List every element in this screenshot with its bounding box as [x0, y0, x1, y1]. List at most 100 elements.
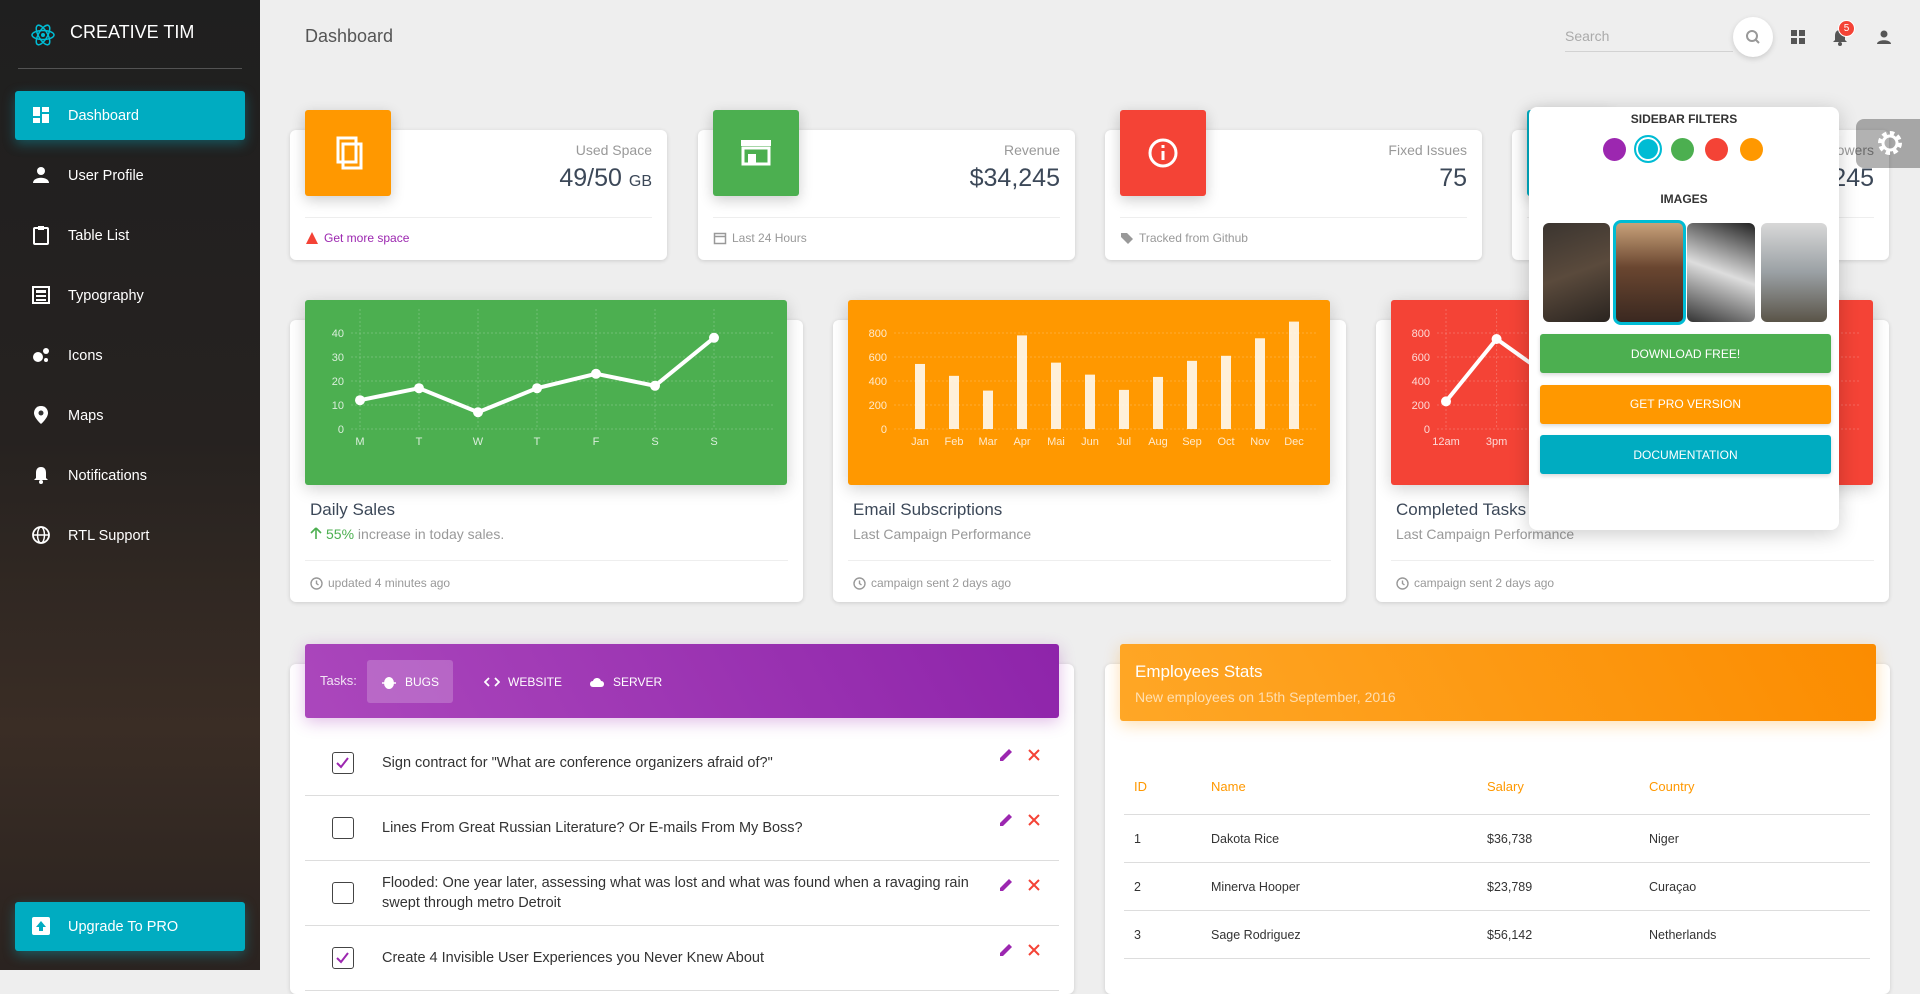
search-button[interactable]	[1733, 17, 1773, 57]
table-cell: Sage Rodriguez	[1211, 928, 1301, 942]
remove-button[interactable]	[1026, 877, 1042, 893]
task-tab[interactable]: BUGS	[367, 660, 454, 703]
checkbox[interactable]	[332, 752, 354, 774]
nav-label: Typography	[68, 287, 144, 304]
filters-title: SIDEBAR FILTERS	[1630, 112, 1738, 126]
edit-button[interactable]	[998, 942, 1014, 958]
bar	[1289, 321, 1299, 429]
nav-label: Table List	[68, 227, 130, 244]
edit-button[interactable]	[998, 747, 1014, 763]
sidebar-image[interactable]	[1761, 223, 1827, 322]
nav-label: Maps	[68, 407, 104, 424]
chart-footer-text: updated 4 minutes ago	[328, 576, 451, 590]
color-swatch[interactable]	[1602, 137, 1626, 161]
nav-item[interactable]: Typography	[15, 271, 245, 320]
checkbox[interactable]	[332, 947, 354, 969]
color-swatch[interactable]	[1671, 137, 1695, 161]
color-swatch[interactable]	[1634, 135, 1663, 163]
bar	[1187, 360, 1197, 429]
footer-icon	[1121, 233, 1133, 244]
icon	[43, 348, 49, 354]
nav-item[interactable]: RTL Support	[15, 511, 245, 560]
nav-item[interactable]: Dashboard	[15, 91, 245, 140]
checkbox[interactable]	[332, 817, 354, 839]
sidebar-image[interactable]	[1543, 223, 1610, 322]
notification-badge: 5	[1838, 20, 1855, 37]
upgrade-button[interactable]: Upgrade To PRO	[15, 902, 245, 951]
plugin-button[interactable]: DOWNLOAD FREE!	[1540, 334, 1831, 373]
nav-item[interactable]: Table List	[15, 211, 245, 260]
highlight: 55%	[326, 526, 355, 542]
nav-label: Dashboard	[68, 107, 139, 124]
table-cell: Niger	[1649, 832, 1679, 846]
remove-button[interactable]	[1026, 747, 1042, 763]
icon	[1396, 576, 1409, 590]
icon	[310, 576, 323, 590]
data-point	[591, 368, 601, 379]
brand: CREATIVE TIM	[70, 22, 195, 42]
icon	[44, 358, 48, 362]
search-input[interactable]: Search	[1565, 28, 1733, 52]
sidebar-image[interactable]	[1687, 223, 1755, 322]
color-swatch[interactable]	[1705, 137, 1729, 161]
table-cell: $36,738	[1487, 832, 1533, 846]
tasks-label: Tasks:	[320, 673, 357, 688]
chart-title: Completed Tasks	[1396, 500, 1527, 519]
icon	[1000, 814, 1012, 826]
plugin-button[interactable]: GET PRO VERSION	[1540, 384, 1831, 424]
x-tick-label: 12am	[1432, 436, 1460, 448]
task-row: Flooded: One year later, assessing what …	[305, 861, 1059, 926]
brand-logo	[31, 24, 55, 46]
nav-icon	[32, 286, 50, 304]
nav-item[interactable]: Notifications	[15, 451, 245, 500]
stat-number: 75	[1439, 164, 1467, 192]
remove-button[interactable]	[1026, 812, 1042, 828]
stat-number: 49/50	[559, 164, 622, 192]
bar	[1255, 338, 1265, 429]
edit-button[interactable]	[998, 812, 1014, 828]
plugin-button[interactable]: DOCUMENTATION	[1540, 435, 1831, 474]
nav-item[interactable]: User Profile	[15, 151, 245, 200]
check	[336, 757, 349, 769]
nav-label: Icons	[68, 347, 103, 364]
x-tick-label: Feb	[945, 436, 964, 448]
chart-subtitle: Last Campaign Performance	[853, 526, 1031, 542]
tab-icon	[382, 676, 396, 689]
bar	[1153, 376, 1163, 429]
task-tab[interactable]: SERVER	[575, 660, 676, 703]
divider	[1120, 217, 1467, 218]
stat-card: Revenue $34,245 Last 24 Hours	[698, 110, 1075, 260]
nav-item[interactable]: Maps	[15, 391, 245, 440]
checkbox[interactable]	[332, 882, 354, 904]
x-tick-label: T	[416, 436, 423, 448]
divider	[1124, 814, 1870, 815]
divider	[1124, 910, 1870, 911]
task-tab[interactable]: WEBSITE	[470, 660, 576, 703]
stat-card: Used Space 49/50 GB Get more space	[290, 110, 667, 260]
task-row: Lines From Great Russian Literature? Or …	[305, 796, 1059, 861]
task-text: Flooded: One year later, assessing what …	[382, 875, 969, 911]
bar	[983, 390, 993, 429]
search-icon	[1746, 30, 1760, 44]
account-icon[interactable]	[1876, 29, 1892, 45]
y-tick-label: 600	[869, 352, 887, 364]
subtitle-text: Last Campaign Performance	[853, 526, 1032, 542]
icon	[36, 290, 46, 293]
y-tick-label: 20	[332, 376, 344, 388]
stat-card: Fixed Issues 75 Tracked from Github	[1105, 110, 1482, 260]
nav-icon	[33, 167, 49, 183]
chart-footer: campaign sent 2 days ago	[853, 576, 1011, 590]
color-swatch[interactable]	[1739, 137, 1763, 161]
employees-header: Employees Stats New employees on 15th Se…	[1120, 644, 1876, 721]
remove-button[interactable]	[1026, 942, 1042, 958]
edit-button[interactable]	[998, 877, 1014, 893]
settings-toggle[interactable]	[1856, 119, 1920, 168]
nav-icon	[33, 226, 49, 245]
apps-icon[interactable]	[1790, 29, 1806, 45]
sidebar-image[interactable]	[1613, 220, 1686, 325]
y-tick-label: 40	[332, 328, 344, 340]
table-header: Country	[1649, 779, 1695, 794]
y-tick-label: 200	[1412, 400, 1430, 412]
x-tick-label: Nov	[1250, 436, 1270, 448]
nav-item[interactable]: Icons	[15, 331, 245, 380]
